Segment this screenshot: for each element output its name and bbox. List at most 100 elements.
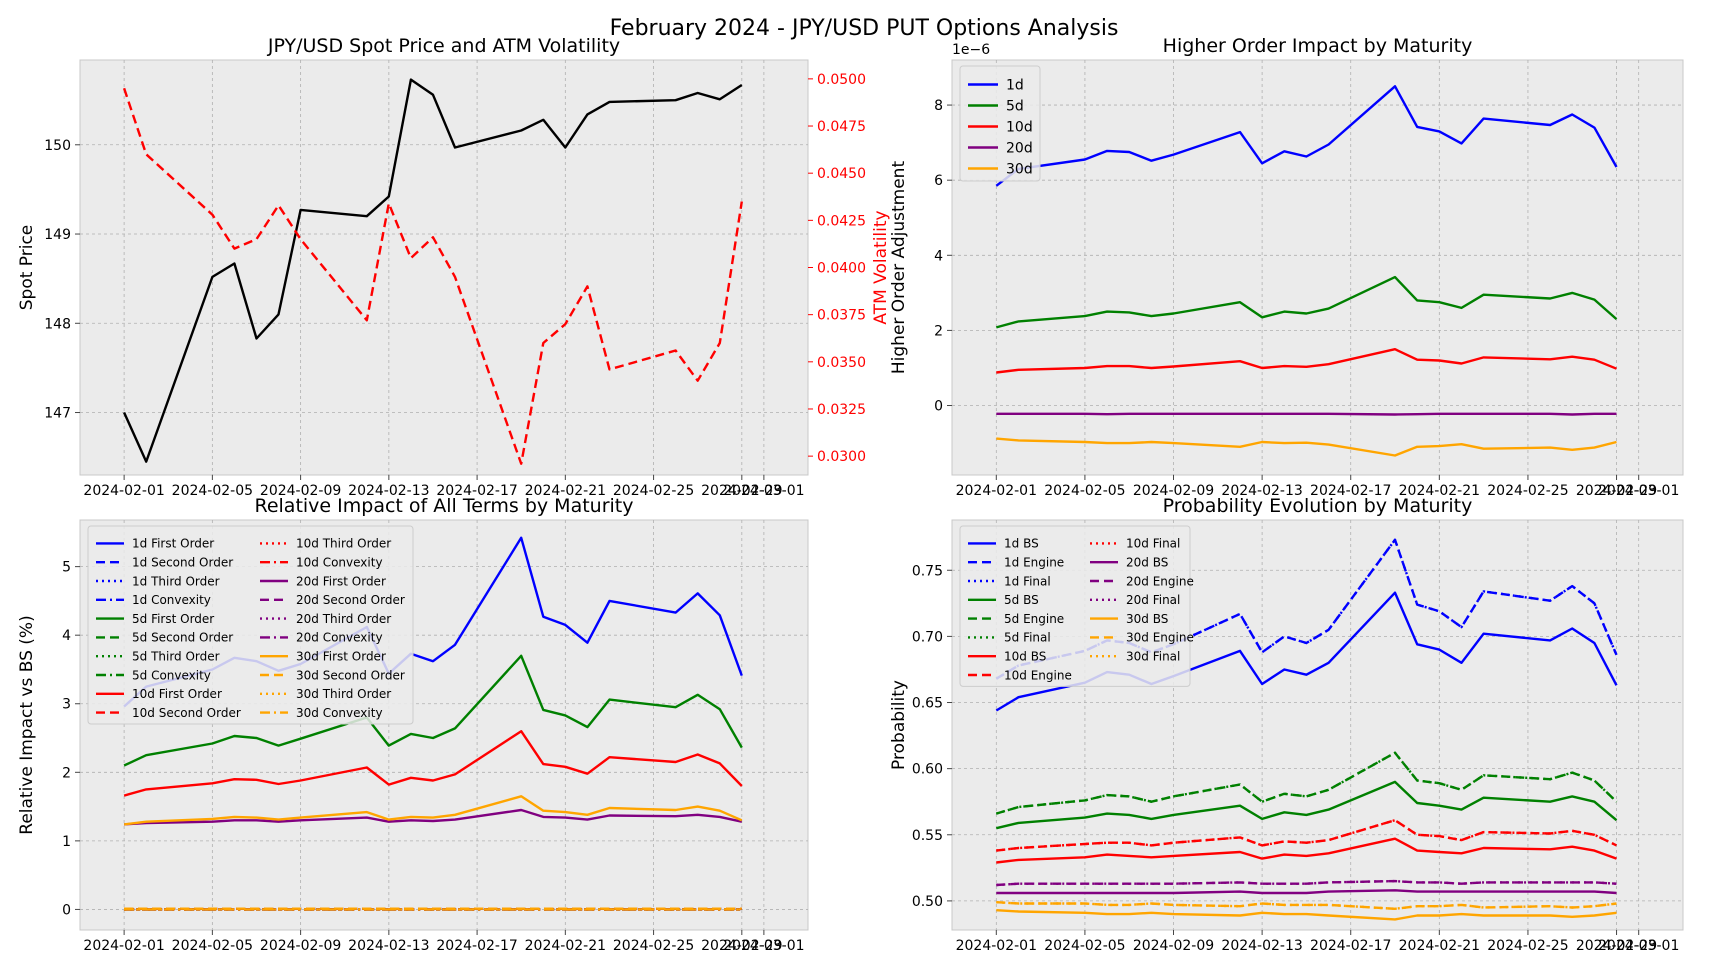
- spot-y2-tick-label: 0.0500: [817, 72, 866, 88]
- prob-legend-label: 5d BS: [1004, 593, 1039, 607]
- relative-legend-label: 20d First Order: [296, 574, 386, 588]
- higher-x-tick-label: 2024-02-13: [1221, 483, 1302, 499]
- relative-series-line-20d-first-order: [124, 808, 743, 826]
- prob-title: Probability Evolution by Maturity: [1163, 495, 1473, 517]
- relative-legend-label: 1d Third Order: [132, 574, 220, 588]
- relative-x-tick-label: 2024-02-01: [83, 938, 164, 954]
- relative-x-tick-label: 2024-02-17: [436, 938, 517, 954]
- higher-legend-label: 20d: [1006, 141, 1033, 157]
- higher-legend-label: 1d: [1006, 78, 1024, 94]
- spot-title: JPY/USD Spot Price and ATM Volatility: [267, 35, 620, 57]
- relative-x-tick-label: 2024-03-01: [723, 938, 804, 954]
- spot-y-label: Spot Price: [17, 225, 37, 311]
- higher-x-tick-label: 2024-02-21: [1399, 483, 1480, 499]
- prob-series-line-10d-final: [996, 819, 1618, 852]
- prob-series-line-30d-engine: [996, 901, 1617, 910]
- spot-x-tick-label: 2024-02-01: [83, 483, 164, 499]
- prob-series-line-30d-bs: [996, 909, 1617, 921]
- prob-x-tick-label: 2024-02-09: [1133, 938, 1214, 954]
- relative-series-line-5d-first-order: [123, 654, 743, 767]
- relative-legend-label: 30d Third Order: [296, 687, 391, 701]
- higher-legend: [959, 65, 1041, 182]
- relative-legend-label: 5d Second Order: [132, 631, 233, 645]
- prob-series-line-10d-bs: [996, 837, 1617, 864]
- higher-legend-label: 10d: [1006, 120, 1033, 136]
- prob-legend-label: 1d Final: [1004, 574, 1051, 588]
- relative-x-tick-label: 2024-02-29: [701, 938, 782, 954]
- higher-x-tick-label: 2024-02-25: [1487, 483, 1568, 499]
- relative-legend-label: 30d Second Order: [296, 668, 405, 682]
- spot-y2-tick-label: 0.0375: [817, 308, 866, 324]
- spot-y-tick-label: 149: [44, 227, 71, 243]
- spot-y2-tick-label: 0.0350: [817, 355, 866, 371]
- prob-x-tick-label: 2024-03-01: [1598, 938, 1679, 954]
- higher-legend-label: 5d: [1006, 99, 1024, 115]
- prob-x-tick-label: 2024-02-21: [1399, 938, 1480, 954]
- prob-x-tick-label: 2024-02-17: [1310, 938, 1391, 954]
- prob-y-tick-label: 0.55: [912, 828, 943, 844]
- prob-legend-label: 20d Final: [1126, 593, 1180, 607]
- prob-y-tick-label: 0.50: [912, 894, 943, 910]
- higher-x-tick-label: 2024-02-17: [1310, 483, 1391, 499]
- spot-y2-tick-label: 0.0450: [817, 166, 866, 182]
- relative-legend-label: 5d Convexity: [132, 668, 211, 682]
- prob-legend: [959, 525, 1191, 687]
- relative-y-tick-label: 0: [62, 902, 71, 918]
- spot-y-tick-label: 150: [44, 138, 71, 154]
- higher-series-line-1d: [995, 85, 1618, 187]
- relative-legend-label: 1d Convexity: [132, 593, 211, 607]
- higher-y-tick-label: 6: [934, 173, 943, 189]
- relative-x-tick-label: 2024-02-05: [172, 938, 253, 954]
- higher-y-tick-label: 0: [934, 399, 943, 415]
- prob-legend-label: 20d Engine: [1126, 574, 1194, 588]
- higher-offset-text: 1e−6: [952, 42, 990, 58]
- higher-series-line-5d: [995, 275, 1618, 329]
- higher-y-label: Higher Order Adjustment: [889, 161, 909, 375]
- relative-legend-label: 20d Third Order: [296, 612, 391, 626]
- spot-x-tick-label: 2024-02-13: [348, 483, 429, 499]
- prob-series-line-5d-bs: [996, 780, 1618, 830]
- higher-y-tick-label: 2: [934, 323, 943, 339]
- relative-x-tick-label: 2024-02-21: [525, 938, 606, 954]
- higher-legend-label: 30d: [1006, 162, 1033, 178]
- prob-x-tick-label: 2024-02-25: [1487, 938, 1568, 954]
- prob-series-line-20d-bs: [996, 889, 1617, 895]
- prob-y-tick-label: 0.70: [912, 629, 943, 645]
- relative-y-tick-label: 4: [62, 628, 71, 644]
- higher-y-tick-label: 8: [934, 98, 943, 114]
- prob-legend-label: 10d BS: [1004, 650, 1046, 664]
- relative-x-tick-label: 2024-02-09: [260, 938, 341, 954]
- spot-y2-tick-label: 0.0475: [817, 119, 866, 135]
- higher-x-tick-label: 2024-02-05: [1044, 483, 1125, 499]
- relative-legend-label: 30d Convexity: [296, 706, 383, 720]
- higher-series-line-30d: [996, 437, 1617, 457]
- relative-legend-label: 20d Convexity: [296, 631, 383, 645]
- relative-legend-label: 20d Second Order: [296, 593, 405, 607]
- prob-legend-label: 5d Engine: [1004, 612, 1064, 626]
- higher-series-line-20d: [996, 412, 1617, 416]
- relative-y-tick-label: 5: [62, 560, 71, 576]
- higher-x-tick-label: 2024-02-09: [1133, 483, 1214, 499]
- prob-legend-label: 30d Engine: [1126, 631, 1194, 645]
- prob-y-tick-label: 0.65: [912, 696, 943, 712]
- prob-y-label: Probability: [889, 680, 909, 770]
- relative-x-tick-label: 2024-02-13: [348, 938, 429, 954]
- relative-legend-label: 1d Second Order: [132, 556, 233, 570]
- prob-legend-label: 30d BS: [1126, 612, 1168, 626]
- prob-series-line-5d-final: [995, 751, 1618, 815]
- spot-x-tick-label: 2024-02-25: [613, 483, 694, 499]
- spot-y2-tick-label: 0.0400: [817, 261, 866, 277]
- spot-x-tick-label: 2024-02-05: [172, 483, 253, 499]
- relative-legend-label: 10d Convexity: [296, 556, 383, 570]
- spot-x-tick-label: 2024-02-09: [260, 483, 341, 499]
- relative-y-tick-label: 3: [62, 697, 71, 713]
- prob-legend-label: 20d BS: [1126, 556, 1168, 570]
- higher-y-tick-label: 4: [934, 248, 943, 264]
- relative-x-tick-label: 2024-02-25: [613, 938, 694, 954]
- spot-y2-tick-label: 0.0325: [817, 402, 866, 418]
- spot-y2-tick-label: 0.0300: [817, 449, 866, 465]
- higher-title: Higher Order Impact by Maturity: [1163, 35, 1473, 57]
- relative-legend-label: 30d First Order: [296, 650, 386, 664]
- spot-series-line-0: [123, 78, 743, 463]
- prob-x-tick-label: 2024-02-01: [956, 938, 1037, 954]
